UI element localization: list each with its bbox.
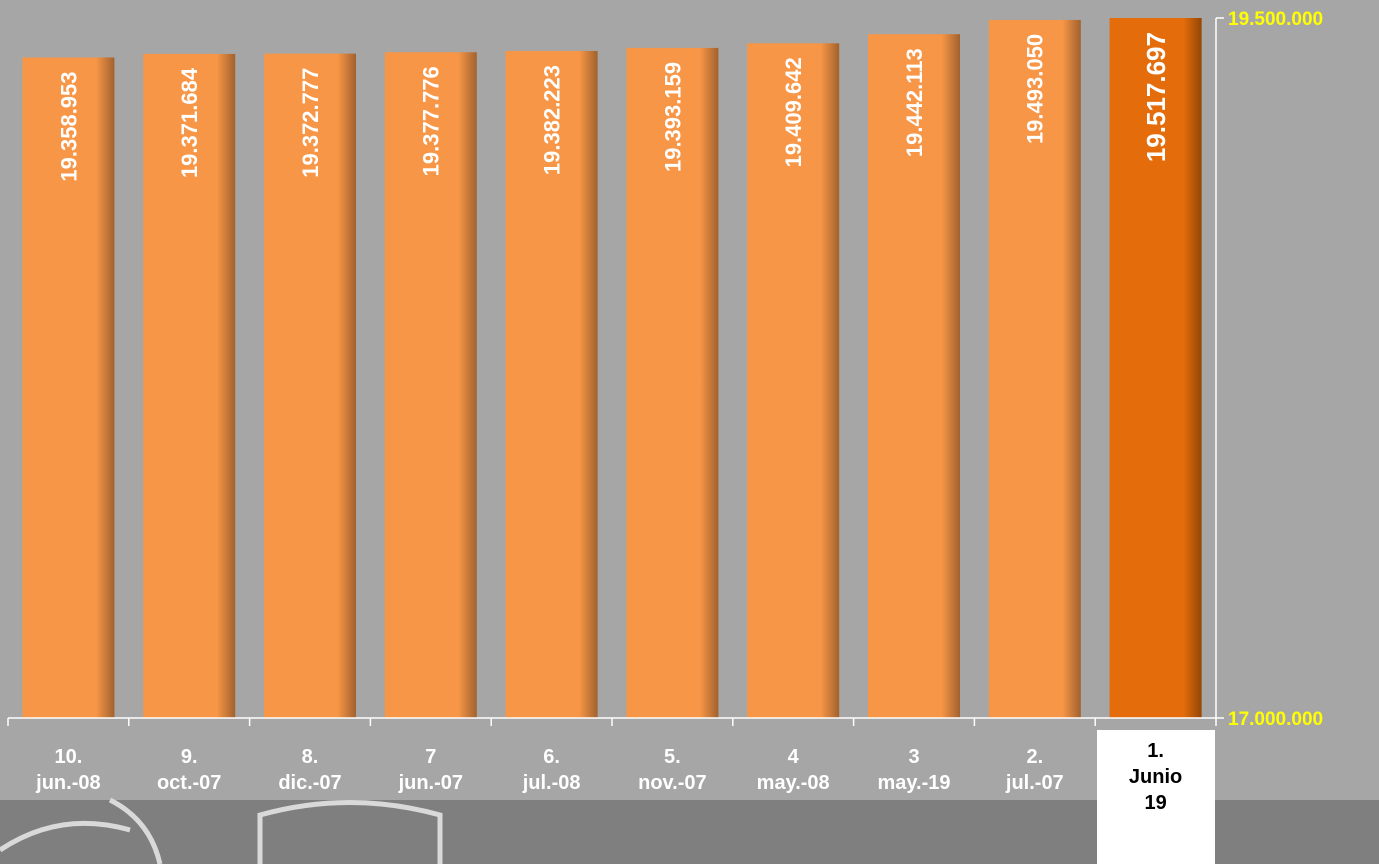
value-label: 19.372.777 bbox=[298, 68, 323, 178]
x-tick-label: 8. dic.-07 bbox=[278, 746, 342, 794]
x-tick-label: 2. jul.-07 bbox=[1005, 746, 1064, 794]
plot-area bbox=[22, 18, 1202, 718]
x-tick-label: 9. oct.-07 bbox=[156, 746, 222, 794]
x-tick-label: 7 jun.-07 bbox=[398, 746, 464, 794]
bar-shade bbox=[384, 52, 477, 718]
bar-shade bbox=[868, 34, 960, 718]
bar-shade bbox=[626, 47, 719, 718]
value-label: 19.442.113 bbox=[902, 48, 927, 157]
value-label: 19.358.953 bbox=[56, 71, 81, 181]
bar-shade bbox=[505, 50, 598, 718]
bar-shade bbox=[264, 53, 356, 718]
value-label: 19.371.684 bbox=[177, 67, 202, 178]
value-label: 19.493.050 bbox=[1023, 34, 1048, 144]
x-tick-label: 5. nov.-07 bbox=[638, 746, 707, 794]
y-tick-label: 17.000.000 bbox=[1228, 709, 1323, 730]
x-tick-label: 6. jul.-08 bbox=[522, 746, 581, 794]
x-tick-label: 10. jun.-08 bbox=[36, 746, 101, 794]
value-label: 19.377.776 bbox=[419, 66, 444, 176]
x-tick-label: 1. Junio 19 bbox=[1096, 730, 1215, 864]
y-tick-label: 19.500.000 bbox=[1228, 9, 1323, 30]
bar-shade bbox=[22, 57, 115, 718]
value-label: 19.409.642 bbox=[781, 57, 806, 167]
bar-shade bbox=[143, 53, 236, 718]
x-tick-label: 4 may.-08 bbox=[756, 746, 830, 794]
x-tick-label: 3 may.-19 bbox=[877, 746, 951, 794]
bar-shade bbox=[1109, 18, 1202, 718]
value-label: 19.382.223 bbox=[540, 65, 565, 175]
bar-shade bbox=[988, 19, 1081, 718]
value-label: 19.517.697 bbox=[1141, 32, 1171, 162]
logo-decoration bbox=[0, 797, 443, 864]
value-label: 19.393.159 bbox=[660, 62, 685, 172]
bar-shade bbox=[747, 43, 840, 718]
